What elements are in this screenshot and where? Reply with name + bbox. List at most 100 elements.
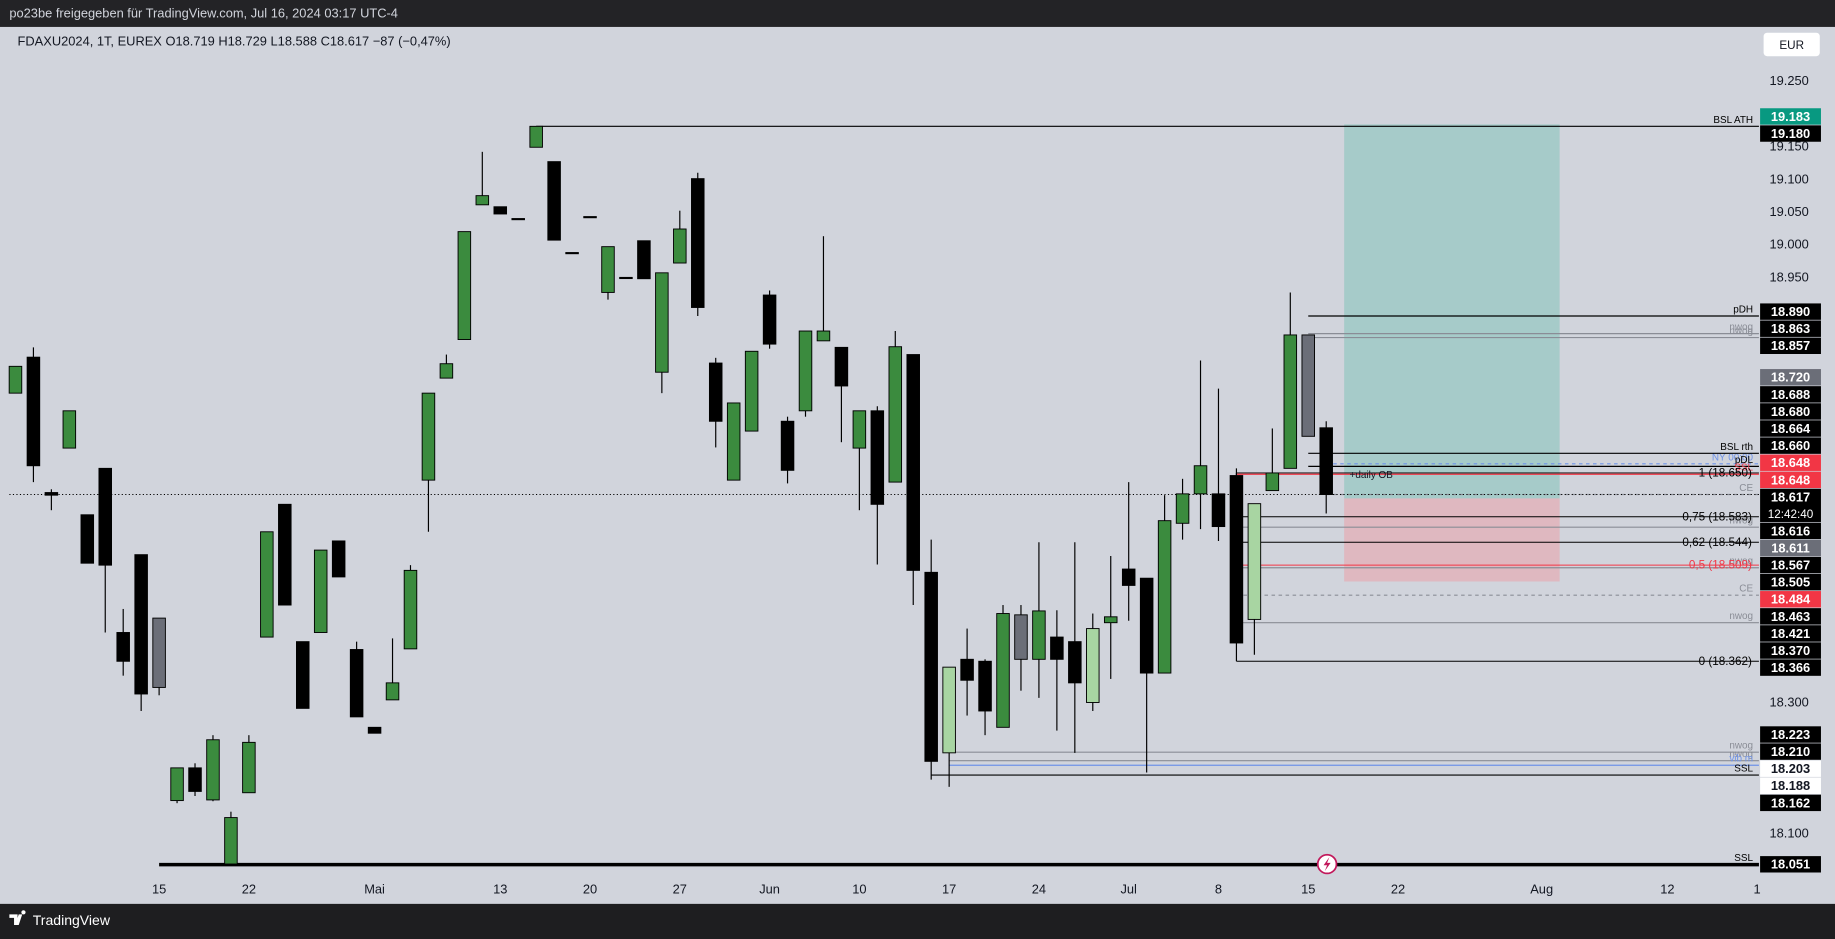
candle-body xyxy=(116,632,130,662)
candle-body xyxy=(529,125,543,148)
price-label-box xyxy=(1760,471,1821,489)
level-label: pDH xyxy=(1733,304,1753,315)
level-label: CE xyxy=(1739,483,1753,494)
price-label-box xyxy=(1760,625,1821,642)
price-label-box xyxy=(1760,591,1821,608)
candle-body xyxy=(1050,636,1064,660)
price-label-box xyxy=(1760,488,1821,522)
price-label: 18.648 xyxy=(1771,455,1810,470)
price-label: 18.863 xyxy=(1771,321,1810,336)
price-label: 18.051 xyxy=(1771,857,1810,872)
candle-body xyxy=(385,682,400,701)
top-bar xyxy=(0,0,1835,27)
candle-body xyxy=(1014,614,1028,660)
candle-body xyxy=(1068,641,1082,684)
candle-body xyxy=(708,362,723,422)
price-label-box xyxy=(1760,608,1821,625)
level-label: BSL rth xyxy=(1720,442,1753,453)
candle-body xyxy=(8,365,23,394)
candle-body xyxy=(744,350,759,432)
x-tick-label: 22 xyxy=(242,881,256,896)
x-tick-label: 22 xyxy=(1391,881,1405,896)
candle-body xyxy=(673,228,687,264)
footer-bar xyxy=(0,903,1835,939)
candle-body xyxy=(960,658,974,681)
candle-body xyxy=(565,252,579,255)
share-title: po23be freigegeben für TradingView.com, … xyxy=(9,6,398,21)
level-label: nwog xyxy=(1729,611,1753,622)
x-tick-label: 10 xyxy=(852,881,866,896)
level-label: pDL xyxy=(1735,455,1754,466)
fib-label: 0,75 (18.583) xyxy=(1682,510,1752,523)
y-tick-label: 19.000 xyxy=(1769,237,1808,252)
candle-body xyxy=(1032,610,1046,660)
level-label: NY 00:00 xyxy=(1712,452,1754,463)
level-label: nwog xyxy=(1729,749,1753,760)
candle-body xyxy=(188,767,202,792)
x-tick-label: Jul xyxy=(1120,881,1136,896)
price-label-box xyxy=(1760,420,1821,437)
candle-body xyxy=(62,410,77,449)
candle-body xyxy=(206,739,220,801)
candle-body xyxy=(834,346,849,387)
y-tick-label: 18.300 xyxy=(1769,695,1808,710)
candle-body xyxy=(780,420,795,471)
candle-body xyxy=(152,617,166,688)
price-label: 18.617 xyxy=(1771,489,1810,504)
price-label: 19.183 xyxy=(1771,109,1810,124)
event-icon-bolt xyxy=(1323,857,1331,872)
y-tick-label: 19.150 xyxy=(1769,139,1808,154)
candle-body xyxy=(888,346,903,483)
candle-body xyxy=(403,569,418,650)
price-label-box xyxy=(1760,777,1821,794)
currency-button[interactable] xyxy=(1763,32,1820,57)
price-label: 18.664 xyxy=(1771,421,1811,436)
level-label: BSL ATH xyxy=(1713,115,1753,126)
price-label-box xyxy=(1760,522,1821,540)
price-label-box xyxy=(1760,437,1821,454)
x-tick-label: 12 xyxy=(1660,881,1674,896)
candle-body xyxy=(798,330,813,412)
candle-body xyxy=(906,354,920,571)
candle-body xyxy=(996,613,1010,728)
price-label-box xyxy=(1760,539,1821,557)
price-label: 18.370 xyxy=(1771,643,1810,658)
price-label-box xyxy=(1760,454,1821,471)
position-profit-zone xyxy=(1344,124,1560,499)
candle-body xyxy=(296,641,310,709)
candle-body xyxy=(1157,520,1172,674)
candle-body xyxy=(655,272,669,373)
price-label: 18.162 xyxy=(1771,795,1810,810)
price-label-box xyxy=(1760,573,1821,591)
candle-body xyxy=(260,531,274,638)
candle-body xyxy=(583,216,597,219)
brand-name: TradingView xyxy=(33,912,111,928)
fib-label: 0 (18.362) xyxy=(1699,655,1752,668)
y-tick-label: 19.250 xyxy=(1769,73,1808,88)
price-label-box xyxy=(1760,108,1821,125)
candle-body xyxy=(457,231,472,340)
price-label-box xyxy=(1760,760,1821,777)
candle-body xyxy=(511,218,525,221)
candle-body xyxy=(691,178,705,308)
candle-body xyxy=(816,330,831,342)
price-label: 18.210 xyxy=(1771,744,1810,759)
x-tick-label: 20 xyxy=(583,881,597,896)
candle-body xyxy=(26,356,41,467)
currency-label[interactable]: EUR xyxy=(1779,39,1804,52)
candle-body xyxy=(924,571,938,762)
price-label: 18.648 xyxy=(1771,472,1810,487)
fib-label: 0,62 (18.544) xyxy=(1682,536,1752,549)
price-label: 18.505 xyxy=(1771,575,1810,590)
x-tick-label: 13 xyxy=(493,881,507,896)
level-label: nwog xyxy=(1729,322,1753,333)
x-tick-label: Jun xyxy=(759,881,780,896)
price-label-box xyxy=(1760,856,1821,873)
level-label: CE xyxy=(1739,584,1753,595)
y-tick-label: 19.100 xyxy=(1769,171,1808,186)
level-label: nwog xyxy=(1729,556,1753,567)
x-tick-label: 15 xyxy=(152,881,166,896)
candle-body xyxy=(1229,475,1244,644)
candle-body xyxy=(367,726,382,734)
